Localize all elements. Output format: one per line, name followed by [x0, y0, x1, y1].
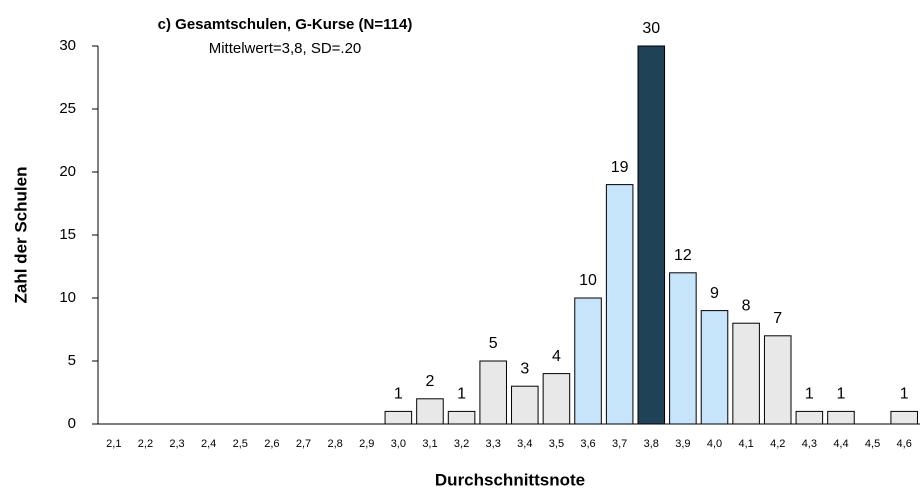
- x-tick-label: 4,1: [738, 438, 753, 450]
- x-tick-label: 2,1: [106, 438, 121, 450]
- bar: [447, 410, 476, 425]
- data-label: 3: [520, 360, 529, 377]
- data-label: 8: [742, 297, 751, 314]
- bar: [511, 385, 539, 425]
- x-tick-label: 4,3: [802, 438, 817, 450]
- bar: [637, 45, 666, 425]
- data-label: 30: [642, 20, 660, 37]
- data-label: 7: [773, 310, 782, 327]
- data-label: 1: [457, 386, 466, 403]
- x-tick-label: 3,0: [391, 438, 406, 450]
- x-tick-label: 4,6: [897, 438, 912, 450]
- x-tick-label: 4,4: [833, 438, 848, 450]
- bar: [700, 310, 729, 425]
- x-tick-label: 2,3: [169, 438, 184, 450]
- x-tick-label: 3,1: [422, 438, 437, 450]
- bar: [605, 184, 634, 425]
- x-tick-label: 3,2: [454, 438, 469, 450]
- bar: [384, 410, 413, 425]
- y-tick-label: 30: [59, 37, 76, 54]
- x-tick-label: 3,3: [486, 438, 501, 450]
- data-label: 1: [837, 386, 846, 403]
- y-tick-label: 10: [59, 289, 76, 306]
- x-tick-label: 2,7: [296, 438, 311, 450]
- bar: [574, 297, 602, 425]
- bar: [669, 272, 697, 425]
- x-tick-label: 3,9: [675, 438, 690, 450]
- x-tick-label: 4,0: [707, 438, 722, 450]
- x-axis-label: Durchschnittsnote: [435, 470, 585, 489]
- chart-subtitle: Mittelwert=3,8, SD=.20: [209, 40, 362, 57]
- bar: [795, 410, 824, 425]
- x-tick-label: 3,5: [549, 438, 564, 450]
- bar: [763, 335, 792, 425]
- data-label: 2: [426, 373, 435, 390]
- data-label: 12: [674, 247, 692, 264]
- data-label: 1: [805, 386, 814, 403]
- bar: [542, 373, 571, 425]
- data-label: 10: [579, 272, 597, 289]
- y-tick-label: 0: [68, 415, 76, 432]
- x-tick-label: 2,2: [138, 438, 153, 450]
- x-tick-label: 3,6: [580, 438, 595, 450]
- x-tick-label: 2,6: [264, 438, 279, 450]
- chart-title: c) Gesamtschulen, G-Kurse (N=114): [158, 16, 413, 33]
- x-tick-label: 2,4: [201, 438, 216, 450]
- data-label: 1: [900, 386, 909, 403]
- y-tick-label: 15: [59, 226, 76, 243]
- y-tick-label: 5: [68, 352, 76, 369]
- data-label: 9: [710, 285, 719, 302]
- bar: [416, 398, 444, 425]
- x-tick-label: 2,9: [359, 438, 374, 450]
- bar: [479, 360, 507, 425]
- bar: [890, 410, 918, 425]
- x-tick-label: 3,8: [644, 438, 659, 450]
- x-tick-label: 2,5: [233, 438, 248, 450]
- data-label: 4: [552, 348, 561, 365]
- data-label: 5: [489, 335, 498, 352]
- y-tick-label: 25: [59, 100, 76, 117]
- data-label: 19: [611, 159, 629, 176]
- x-tick-label: 3,7: [612, 438, 627, 450]
- bar: [827, 410, 855, 425]
- y-tick-label: 20: [59, 163, 76, 180]
- x-tick-label: 2,8: [327, 438, 342, 450]
- data-label: 1: [394, 386, 403, 403]
- y-axis-label: Zahl der Schulen: [11, 167, 30, 304]
- x-tick-label: 4,5: [865, 438, 880, 450]
- x-tick-label: 3,4: [517, 438, 532, 450]
- x-tick-label: 4,2: [770, 438, 785, 450]
- bar: [732, 322, 760, 425]
